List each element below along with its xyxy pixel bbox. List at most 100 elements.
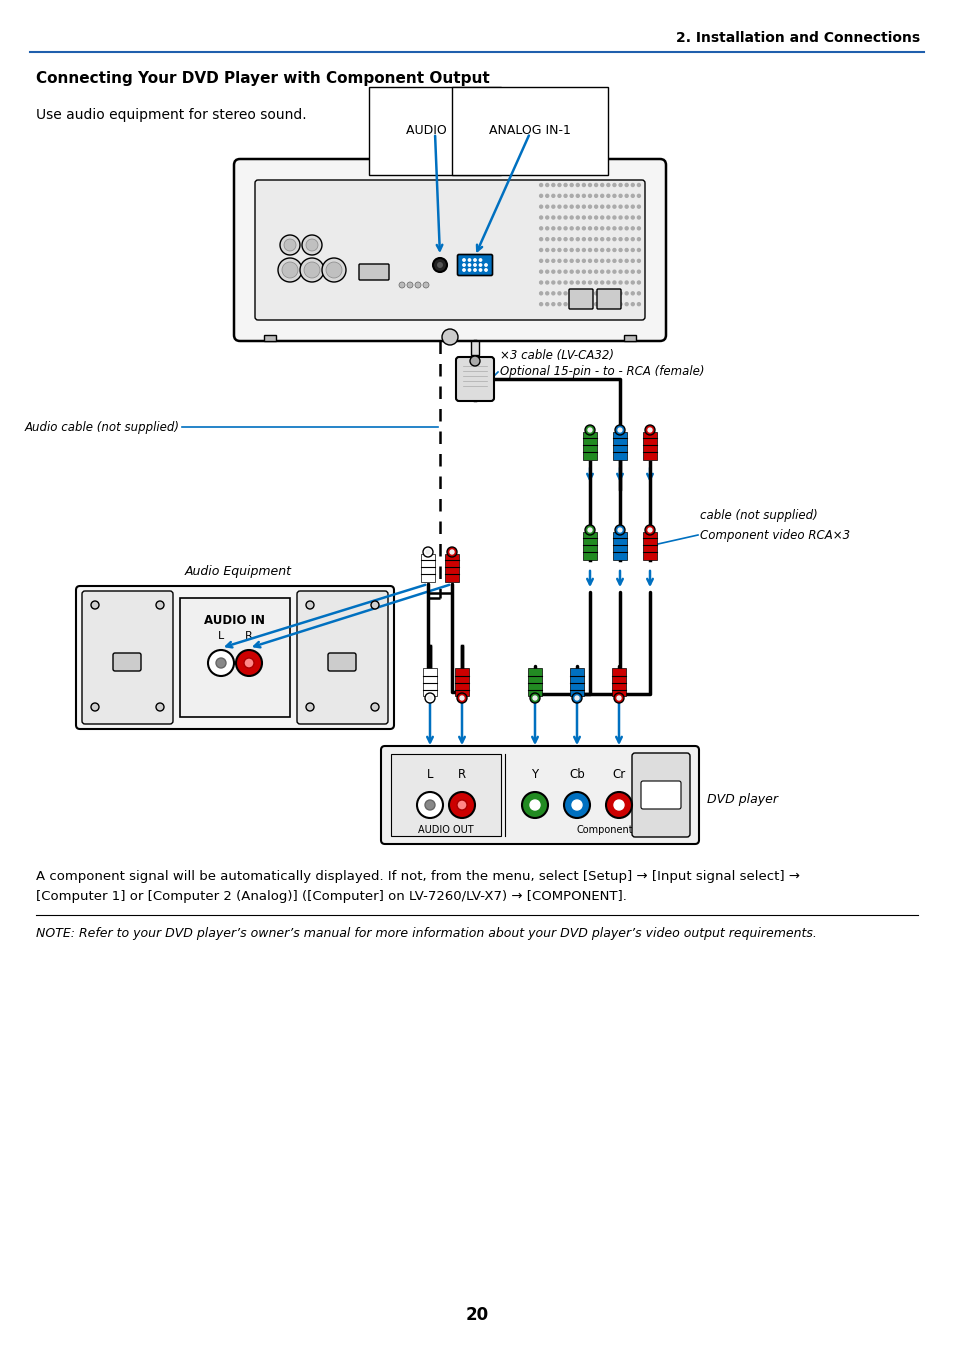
Text: Component video RCA×3: Component video RCA×3 — [700, 528, 849, 542]
Circle shape — [618, 183, 621, 186]
Circle shape — [551, 280, 555, 284]
Bar — [391, 754, 500, 836]
Bar — [642, 431, 657, 460]
Circle shape — [631, 280, 634, 284]
Circle shape — [600, 194, 603, 197]
Circle shape — [563, 183, 566, 186]
Circle shape — [600, 237, 603, 241]
Circle shape — [407, 282, 413, 288]
Bar — [582, 532, 597, 559]
Circle shape — [282, 262, 297, 278]
Circle shape — [594, 291, 597, 295]
Circle shape — [422, 282, 429, 288]
Circle shape — [606, 270, 609, 274]
Circle shape — [587, 528, 592, 532]
Circle shape — [637, 280, 639, 284]
Circle shape — [91, 704, 99, 710]
Circle shape — [539, 291, 542, 295]
Circle shape — [545, 248, 548, 252]
Circle shape — [570, 270, 573, 274]
Circle shape — [545, 270, 548, 274]
Circle shape — [478, 264, 481, 266]
Circle shape — [570, 280, 573, 284]
Circle shape — [570, 303, 573, 306]
Circle shape — [306, 239, 317, 251]
Circle shape — [584, 524, 595, 535]
Circle shape — [551, 183, 555, 186]
Text: Component: Component — [576, 825, 633, 834]
Circle shape — [551, 194, 555, 197]
Circle shape — [618, 528, 621, 532]
Text: AUDIO IN: AUDIO IN — [406, 124, 463, 137]
Circle shape — [618, 303, 621, 306]
Circle shape — [474, 259, 476, 262]
Bar — [527, 669, 541, 696]
Text: Y: Y — [531, 767, 538, 780]
Circle shape — [539, 226, 542, 229]
Circle shape — [521, 793, 547, 818]
Circle shape — [551, 237, 555, 241]
Circle shape — [558, 226, 560, 229]
Circle shape — [600, 216, 603, 218]
Circle shape — [606, 291, 609, 295]
Text: NOTE: Refer to your DVD player’s owner’s manual for more information about your : NOTE: Refer to your DVD player’s owner’s… — [36, 927, 816, 940]
Circle shape — [614, 693, 623, 704]
Circle shape — [624, 216, 627, 218]
Circle shape — [637, 291, 639, 295]
Circle shape — [618, 248, 621, 252]
Circle shape — [570, 237, 573, 241]
Circle shape — [581, 303, 585, 306]
Circle shape — [570, 291, 573, 295]
Text: DVD player: DVD player — [706, 794, 778, 806]
Circle shape — [545, 259, 548, 263]
Circle shape — [563, 270, 566, 274]
Circle shape — [588, 205, 591, 208]
Text: Optional 15-pin - to - RCA (female): Optional 15-pin - to - RCA (female) — [499, 365, 703, 379]
Circle shape — [631, 259, 634, 263]
Circle shape — [563, 259, 566, 263]
Circle shape — [450, 550, 454, 554]
Circle shape — [563, 226, 566, 229]
Text: ×3 cable (LV-CA32): ×3 cable (LV-CA32) — [499, 349, 614, 363]
Text: Connecting Your DVD Player with Component Output: Connecting Your DVD Player with Componen… — [36, 70, 489, 85]
Circle shape — [588, 216, 591, 218]
Circle shape — [244, 658, 253, 669]
Circle shape — [576, 226, 578, 229]
Circle shape — [588, 259, 591, 263]
Bar — [613, 532, 626, 559]
Circle shape — [575, 696, 578, 700]
FancyBboxPatch shape — [76, 586, 394, 729]
Circle shape — [422, 547, 433, 557]
Circle shape — [558, 280, 560, 284]
Circle shape — [618, 205, 621, 208]
Bar — [444, 554, 458, 582]
Circle shape — [624, 259, 627, 263]
Circle shape — [306, 704, 314, 710]
Circle shape — [398, 282, 405, 288]
Text: L: L — [217, 631, 224, 642]
Circle shape — [545, 194, 548, 197]
FancyBboxPatch shape — [358, 264, 389, 280]
Circle shape — [606, 216, 609, 218]
Circle shape — [594, 280, 597, 284]
FancyBboxPatch shape — [296, 590, 388, 724]
Circle shape — [551, 216, 555, 218]
Circle shape — [631, 205, 634, 208]
Circle shape — [539, 303, 542, 306]
Circle shape — [612, 194, 616, 197]
Circle shape — [644, 425, 655, 435]
Circle shape — [277, 257, 302, 282]
Circle shape — [558, 237, 560, 241]
Circle shape — [600, 270, 603, 274]
Circle shape — [539, 270, 542, 274]
Circle shape — [576, 205, 578, 208]
Circle shape — [600, 259, 603, 263]
Circle shape — [612, 216, 616, 218]
Bar — [180, 599, 290, 717]
Circle shape — [563, 303, 566, 306]
Circle shape — [570, 226, 573, 229]
Circle shape — [624, 183, 627, 186]
Circle shape — [612, 248, 616, 252]
Circle shape — [581, 205, 585, 208]
FancyBboxPatch shape — [640, 780, 680, 809]
